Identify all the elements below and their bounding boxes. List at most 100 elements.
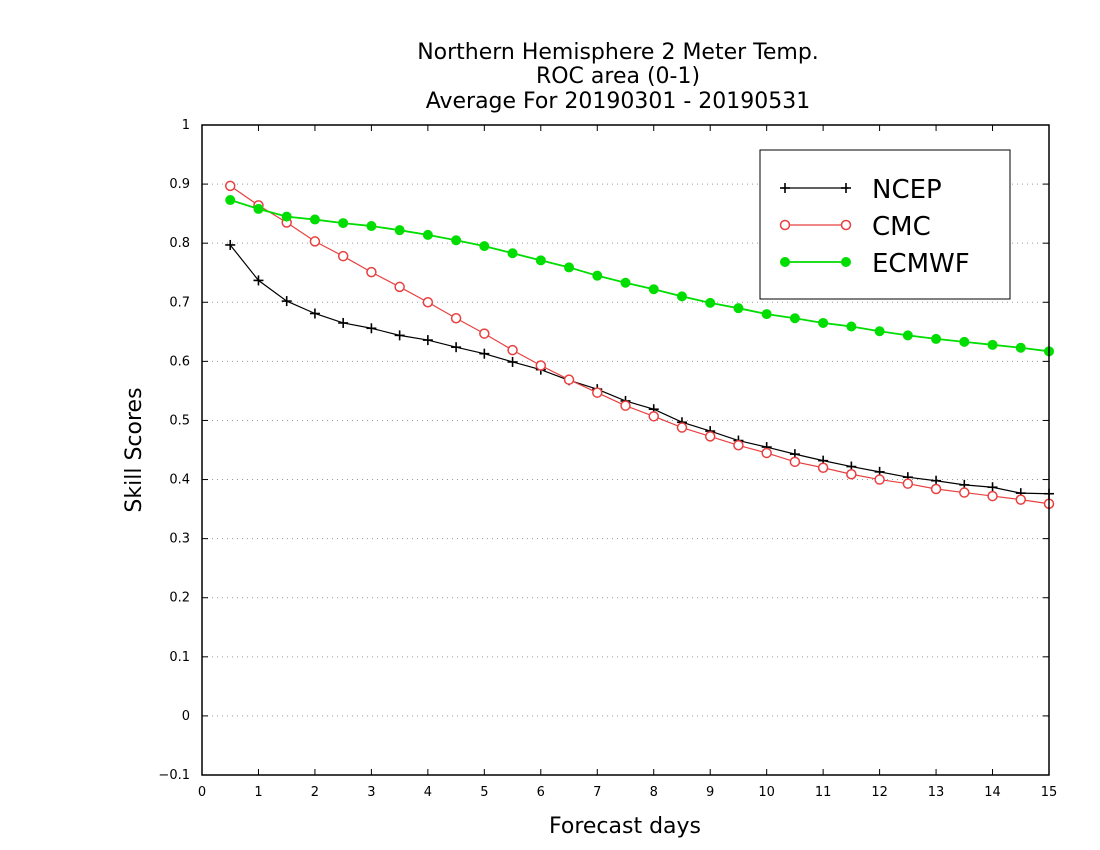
axes: −0.100.10.20.30.40.50.60.70.80.910 1 2 3 4 5 6… <box>158 118 1057 800</box>
point-ecmwf <box>902 330 913 341</box>
legend-label-ncep: NCEP <box>872 175 942 205</box>
point-cmc <box>874 474 885 485</box>
point-ecmwf <box>479 241 490 252</box>
chart-title: Northern Hemisphere 2 Meter Temp. ROC ar… <box>417 40 819 114</box>
x-tick-label: 1 <box>254 785 262 800</box>
x-tick-label: 15 <box>1041 785 1058 800</box>
legend-box <box>759 149 1011 300</box>
point-ecmwf <box>309 214 320 225</box>
x-tick-label: 6 <box>537 785 545 800</box>
point-cmc <box>620 400 631 411</box>
point-cmc <box>507 344 518 356</box>
legend: NCEP CMC ECMWF <box>759 149 1011 300</box>
legend-marker-ecmwf <box>841 257 851 267</box>
point-ecmwf <box>987 339 998 350</box>
point-ecmwf <box>592 270 603 281</box>
x-tick-label: 8 <box>650 785 658 800</box>
point-ecmwf <box>564 262 575 273</box>
y-tick-label: 0.5 <box>169 413 190 428</box>
y-tick-label: 0 <box>182 709 190 724</box>
y-tick-label: 0.3 <box>169 532 190 547</box>
plot-frame <box>201 124 1050 776</box>
point-cmc <box>592 387 603 398</box>
point-ecmwf <box>931 333 942 344</box>
x-tick-label: 9 <box>706 785 714 800</box>
point-ecmwf <box>1015 342 1026 353</box>
x-tick-label: 5 <box>480 785 488 800</box>
point-cmc <box>366 266 377 278</box>
point-ecmwf <box>253 203 264 214</box>
point-cmc <box>648 411 659 422</box>
point-cmc <box>450 312 462 324</box>
point-cmc <box>789 456 801 468</box>
point-cmc <box>959 487 970 498</box>
x-tick-label: 12 <box>871 785 888 800</box>
title-line-1: Northern Hemisphere 2 Meter Temp. <box>417 40 819 65</box>
point-cmc <box>704 431 716 442</box>
point-ecmwf <box>648 284 659 295</box>
point-cmc <box>987 490 998 502</box>
y-tick-label: 0.7 <box>169 295 190 310</box>
x-tick-label: 3 <box>367 785 375 800</box>
point-cmc <box>535 360 547 371</box>
point-ecmwf <box>451 235 462 246</box>
x-tick-label: 13 <box>928 785 945 800</box>
x-tick-label: 7 <box>593 785 601 800</box>
point-cmc <box>761 447 772 459</box>
point-ecmwf <box>535 255 546 266</box>
legend-entry-ncep: NCEP <box>780 175 942 205</box>
point-cmc <box>422 297 434 308</box>
legend-entry-ecmwf: ECMWF <box>780 249 970 279</box>
point-ecmwf <box>422 229 433 240</box>
point-cmc <box>1015 494 1027 505</box>
point-ecmwf <box>761 309 772 320</box>
point-cmc <box>479 328 490 339</box>
y-tick-label: 0.1 <box>169 650 190 665</box>
x-tick-label: 11 <box>815 785 832 800</box>
point-ecmwf <box>225 195 236 206</box>
x-tick-label: 4 <box>424 785 432 800</box>
point-cmc <box>337 250 349 262</box>
legend-marker-cmc <box>779 219 791 231</box>
point-ecmwf <box>846 321 857 332</box>
y-tick-label: 0.9 <box>169 177 190 192</box>
point-ecmwf <box>620 277 631 288</box>
point-ecmwf <box>733 303 744 314</box>
point-cmc <box>676 422 688 433</box>
point-cmc <box>902 478 914 489</box>
point-cmc <box>394 281 405 293</box>
point-cmc <box>563 374 575 385</box>
point-ecmwf <box>818 317 829 328</box>
y-tick-label: 1 <box>182 118 190 133</box>
x-tick-label: 2 <box>311 785 319 800</box>
point-cmc <box>846 468 857 480</box>
legend-label-ecmwf: ECMWF <box>872 249 970 279</box>
y-tick-label: 0.4 <box>169 473 190 488</box>
x-tick-label: 14 <box>984 785 1001 800</box>
point-cmc <box>309 236 321 247</box>
title-line-2: ROC area (0-1) <box>536 64 700 89</box>
point-ecmwf <box>338 218 349 229</box>
point-cmc <box>817 462 829 473</box>
title-line-3: Average For 20190301 - 20190531 <box>426 89 811 114</box>
point-ecmwf <box>874 326 885 337</box>
point-ecmwf <box>676 291 687 302</box>
series-cmc <box>224 180 1055 510</box>
y-tick-label: 0.2 <box>169 591 190 606</box>
legend-marker-cmc <box>840 219 852 231</box>
series-ecmwf <box>225 195 1054 357</box>
y-tick-label: −0.1 <box>158 768 190 783</box>
legend-marker-ecmwf <box>780 257 790 267</box>
plot-series <box>224 180 1055 510</box>
x-axis-label: Forecast days <box>549 814 701 839</box>
x-tick-label: 10 <box>758 785 775 800</box>
y-axis-label: Skill Scores <box>122 387 147 512</box>
point-cmc <box>733 440 744 451</box>
point-ecmwf <box>959 336 970 347</box>
point-ecmwf <box>281 211 292 222</box>
legend-label-cmc: CMC <box>872 212 931 242</box>
point-ecmwf <box>394 225 405 236</box>
y-tick-label: 0.6 <box>169 354 190 369</box>
point-cmc <box>224 180 236 192</box>
